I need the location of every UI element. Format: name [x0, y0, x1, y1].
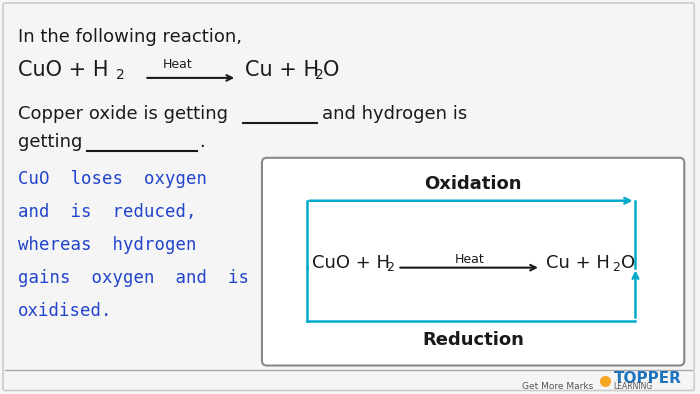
Text: Copper oxide is getting: Copper oxide is getting — [18, 105, 228, 123]
Text: LEARNING: LEARNING — [614, 383, 653, 392]
Text: TOPPER: TOPPER — [614, 372, 681, 387]
Text: and  is  reduced,: and is reduced, — [18, 203, 197, 221]
Text: oxidised.: oxidised. — [18, 301, 113, 320]
FancyBboxPatch shape — [262, 158, 685, 366]
Text: Get More Marks: Get More Marks — [522, 383, 594, 392]
Text: whereas  hydrogen: whereas hydrogen — [18, 236, 197, 254]
Text: .: . — [199, 133, 205, 151]
Text: 2: 2 — [116, 68, 125, 82]
Text: Cu + H: Cu + H — [546, 254, 610, 271]
Text: 2: 2 — [315, 68, 323, 82]
FancyBboxPatch shape — [3, 3, 694, 390]
Text: O: O — [323, 60, 339, 80]
Text: CuO  loses  oxygen: CuO loses oxygen — [18, 170, 207, 188]
Text: CuO + H: CuO + H — [312, 254, 390, 271]
Text: Heat: Heat — [162, 58, 192, 71]
Text: and hydrogen is: and hydrogen is — [322, 105, 467, 123]
Text: gains  oxygen  and  is: gains oxygen and is — [18, 269, 249, 287]
Text: Heat: Heat — [454, 253, 484, 266]
Text: O: O — [620, 254, 635, 271]
Text: 2: 2 — [612, 261, 620, 274]
Text: Oxidation: Oxidation — [424, 175, 522, 193]
Text: Reduction: Reduction — [422, 331, 524, 349]
Text: 2: 2 — [386, 261, 394, 274]
Text: Cu + H: Cu + H — [245, 60, 319, 80]
Text: In the following reaction,: In the following reaction, — [18, 28, 242, 46]
Text: CuO + H: CuO + H — [18, 60, 108, 80]
Text: getting: getting — [18, 133, 83, 151]
